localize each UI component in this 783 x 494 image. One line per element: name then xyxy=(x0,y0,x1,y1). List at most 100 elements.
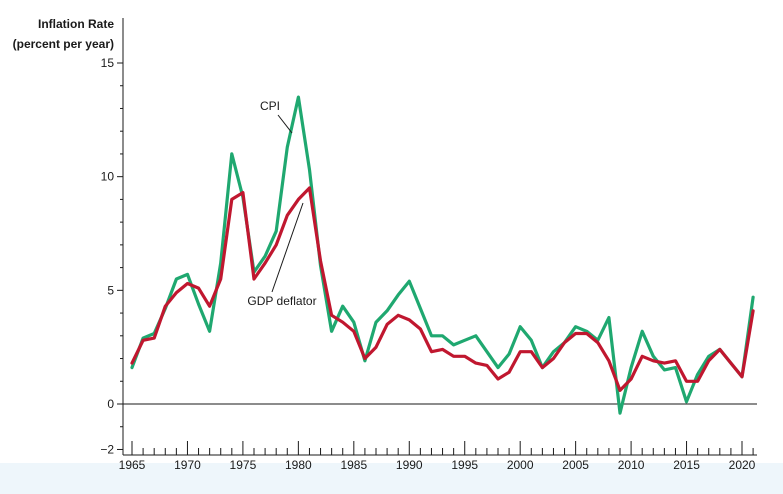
data-point-cpi xyxy=(430,335,432,337)
data-point-gdp-deflator xyxy=(486,364,488,366)
data-point-cpi xyxy=(264,255,266,257)
data-point-gdp-deflator xyxy=(708,360,710,362)
data-point-cpi xyxy=(674,366,676,368)
data-point-gdp-deflator xyxy=(330,314,332,316)
data-point-gdp-deflator xyxy=(696,380,698,382)
annotation-gdp-deflator-leader xyxy=(271,202,304,293)
data-point-cpi xyxy=(231,153,233,155)
data-point-cpi xyxy=(131,366,133,368)
data-point-gdp-deflator xyxy=(685,380,687,382)
data-point-gdp-deflator xyxy=(164,305,166,307)
data-point-cpi xyxy=(552,351,554,353)
data-point-cpi xyxy=(508,353,510,355)
data-point-gdp-deflator xyxy=(375,346,377,348)
data-point-cpi xyxy=(330,330,332,332)
x-tick-label: 1995 xyxy=(451,458,478,472)
data-point-gdp-deflator xyxy=(308,187,310,189)
data-point-gdp-deflator xyxy=(719,348,721,350)
data-point-gdp-deflator xyxy=(519,351,521,353)
data-point-cpi xyxy=(475,335,477,337)
data-point-gdp-deflator xyxy=(552,357,554,359)
x-tick-label: 2015 xyxy=(673,458,700,472)
x-tick-label: 1970 xyxy=(174,458,201,472)
data-point-gdp-deflator xyxy=(752,310,754,312)
y-tick-label: 0 xyxy=(107,397,114,411)
data-point-gdp-deflator xyxy=(508,371,510,373)
data-point-cpi xyxy=(175,278,177,280)
data-point-gdp-deflator xyxy=(319,260,321,262)
annotation-gdp-deflator: GDP deflator xyxy=(247,202,317,308)
data-point-gdp-deflator xyxy=(497,378,499,380)
data-point-gdp-deflator xyxy=(231,198,233,200)
data-point-cpi xyxy=(608,316,610,318)
data-point-cpi xyxy=(286,146,288,148)
data-point-gdp-deflator xyxy=(220,278,222,280)
x-tick-label: 1990 xyxy=(396,458,423,472)
series-line-gdp-deflator xyxy=(130,186,755,392)
data-point-cpi xyxy=(386,310,388,312)
plot-area xyxy=(0,0,783,463)
data-point-gdp-deflator xyxy=(674,360,676,362)
data-point-gdp-deflator xyxy=(142,339,144,341)
data-point-cpi xyxy=(652,355,654,357)
data-point-gdp-deflator xyxy=(441,348,443,350)
data-point-gdp-deflator xyxy=(186,282,188,284)
data-point-gdp-deflator xyxy=(730,362,732,364)
data-point-gdp-deflator xyxy=(641,355,643,357)
data-point-gdp-deflator xyxy=(563,341,565,343)
data-point-gdp-deflator xyxy=(197,287,199,289)
data-point-gdp-deflator xyxy=(741,376,743,378)
data-point-cpi xyxy=(375,321,377,323)
data-point-gdp-deflator xyxy=(264,262,266,264)
data-point-cpi xyxy=(452,344,454,346)
data-point-cpi xyxy=(308,169,310,171)
y-tick-label: −2 xyxy=(100,442,114,456)
data-point-gdp-deflator xyxy=(253,278,255,280)
data-point-cpi xyxy=(486,351,488,353)
data-point-gdp-deflator xyxy=(386,323,388,325)
x-axis-ticks: 1965 1970 1975 1980 1985 1990 1995 2000 2005 2010… xyxy=(119,441,756,472)
y-tick-label: 10 xyxy=(101,170,115,184)
data-point-gdp-deflator xyxy=(175,291,177,293)
data-point-cpi xyxy=(619,412,621,414)
data-point-gdp-deflator xyxy=(297,198,299,200)
data-point-gdp-deflator xyxy=(541,366,543,368)
data-point-cpi xyxy=(208,330,210,332)
data-point-gdp-deflator xyxy=(652,360,654,362)
y-axis-title: Inflation Rate (percent per year) xyxy=(13,17,115,51)
data-point-cpi xyxy=(275,230,277,232)
data-point-cpi xyxy=(419,307,421,309)
data-point-cpi xyxy=(574,326,576,328)
x-tick-label: 2000 xyxy=(507,458,534,472)
data-point-cpi xyxy=(408,280,410,282)
data-point-gdp-deflator xyxy=(286,214,288,216)
data-point-gdp-deflator xyxy=(364,357,366,359)
data-point-gdp-deflator xyxy=(619,389,621,391)
data-point-gdp-deflator xyxy=(408,319,410,321)
x-tick-label: 1985 xyxy=(340,458,367,472)
annotation-gdp-deflator-label: GDP deflator xyxy=(247,294,316,308)
data-point-cpi xyxy=(641,330,643,332)
series-line-cpi xyxy=(130,95,755,415)
data-point-gdp-deflator xyxy=(630,378,632,380)
data-point-cpi xyxy=(663,369,665,371)
data-point-gdp-deflator xyxy=(131,362,133,364)
x-tick-label: 2005 xyxy=(562,458,589,472)
y-tick-label: 5 xyxy=(107,283,114,297)
data-point-gdp-deflator xyxy=(275,244,277,246)
data-point-gdp-deflator xyxy=(342,321,344,323)
x-tick-label: 2020 xyxy=(729,458,756,472)
series-gdp-deflator xyxy=(130,186,755,392)
data-point-gdp-deflator xyxy=(452,355,454,357)
data-point-gdp-deflator xyxy=(475,362,477,364)
data-point-cpi xyxy=(441,335,443,337)
data-point-cpi xyxy=(397,294,399,296)
annotation-cpi-label: CPI xyxy=(260,99,280,113)
data-point-gdp-deflator xyxy=(464,355,466,357)
y-axis-title-line-2: (percent per year) xyxy=(13,37,114,51)
data-point-gdp-deflator xyxy=(530,351,532,353)
data-point-gdp-deflator xyxy=(242,191,244,193)
data-point-cpi xyxy=(630,366,632,368)
data-point-gdp-deflator xyxy=(430,351,432,353)
data-point-cpi xyxy=(186,273,188,275)
